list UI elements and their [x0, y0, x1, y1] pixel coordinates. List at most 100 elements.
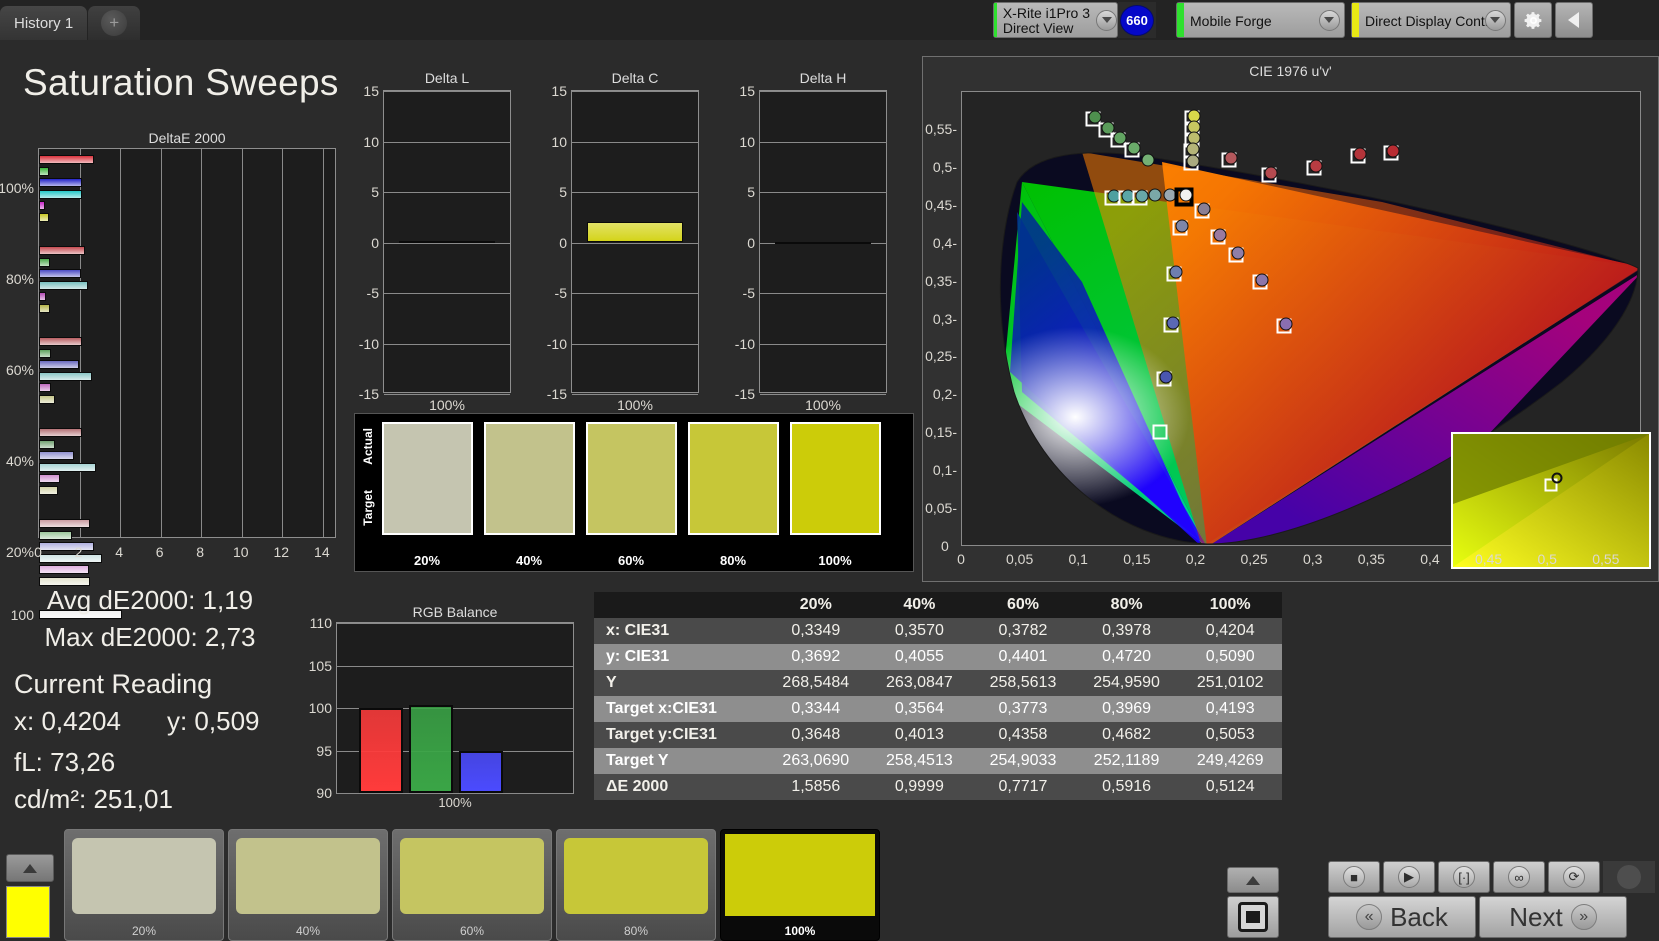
table-cell: 0,3349 [791, 622, 841, 639]
source-dropdown-arrow[interactable] [1314, 3, 1344, 37]
patch-label: 60% [459, 924, 485, 938]
table-cell: 254,9590 [1093, 674, 1160, 691]
source-status-stripe [1177, 3, 1184, 37]
display-control-selector[interactable]: Direct Display Control [1351, 2, 1511, 38]
rgb-bar-g [409, 705, 453, 793]
delta-y-tick: 0 [559, 234, 567, 251]
delta-bar [587, 222, 683, 243]
rgb-gridline [337, 793, 573, 794]
deltae-bar [39, 519, 90, 528]
patch-button[interactable]: 60% [392, 829, 552, 941]
rgb-balance-x-label: 100% [438, 795, 472, 810]
deltae-y-tick: 80% [5, 271, 34, 288]
table-row[interactable]: y: CIE31 0,3692 0,4055 0,4401 0,4720 0,5090 [594, 644, 1282, 670]
table-row[interactable]: Y 268,5484 263,0847 258,5613 254,9590 251,010… [594, 670, 1282, 696]
rgb-gridline [337, 708, 573, 709]
swatch-label: 20% [413, 553, 441, 568]
cie-y-tick: 0,5- [932, 158, 957, 175]
delta-gridline [384, 91, 510, 92]
delta-h-title: Delta H [799, 70, 847, 86]
deltae-x-tick: 8 [196, 544, 205, 560]
deltae-bar [39, 178, 82, 187]
control-scroll-up-button[interactable] [1227, 867, 1279, 893]
settings-button[interactable] [1514, 2, 1552, 38]
chevron-down-icon[interactable] [1318, 9, 1340, 31]
patch-button[interactable]: 80% [556, 829, 716, 941]
current-xy-row: x: 0,4204 y: 0,509 [14, 706, 300, 737]
page-title: Saturation Sweeps [23, 62, 339, 103]
rgb-balance-chart[interactable]: 110 105 100 95 90 [309, 615, 574, 801]
deltae-2000-chart[interactable]: 100% 80% 60% 40% 20% 100 [0, 148, 336, 623]
collapse-panel-button[interactable] [1555, 2, 1593, 38]
stop-button[interactable]: ■ [1328, 861, 1380, 893]
swatch-label: 100% [818, 553, 852, 568]
cie-measured-point [1224, 151, 1238, 165]
delta-gridline [572, 242, 698, 244]
meter-status-stripe [994, 3, 997, 37]
current-x: x: 0,4204 [14, 706, 121, 736]
continuous-button[interactable]: ∞ [1493, 861, 1545, 893]
table-row[interactable]: Target x:CIE31 0,3344 0,3564 0,3773 0,3969 0,… [594, 696, 1282, 722]
cie-y-tick: 0,35- [925, 272, 957, 289]
measurement-table[interactable]: 20% 40% 60% 80% 100% x: CIE31 0,3349 0,3570 0,3… [594, 592, 1282, 800]
delta-l-x-label: 100% [429, 397, 465, 413]
patch-button[interactable]: 100% [720, 829, 880, 941]
rgb-balance-title-wrap: RGB Balance [336, 604, 574, 620]
stop-measurement-button[interactable] [1227, 896, 1279, 938]
meter-dropdown-arrow[interactable] [1096, 3, 1117, 37]
table-cell: 1,5856 [791, 778, 841, 795]
deltae-bar [39, 451, 74, 460]
add-tab-icon[interactable]: + [101, 10, 128, 36]
delta-y-tick: -5 [554, 285, 567, 301]
cie-1976-chromaticity-plot[interactable] [961, 91, 1641, 546]
table-cell: 0,5916 [1102, 778, 1152, 795]
table-row[interactable]: Target Y 263,0690 258,4513 254,9033 252,1189… [594, 748, 1282, 774]
source-selector-group: Mobile Forge [1176, 2, 1345, 38]
deltae-bar [39, 439, 55, 449]
meter-badge[interactable]: 660 [1120, 4, 1154, 36]
delta-l-plot[interactable]: 15 10 5 0 -5 -10 -15 [359, 83, 511, 402]
delta-y-tick: 15 [551, 83, 567, 99]
patch-label: 100% [784, 924, 816, 938]
deltae-bar [39, 292, 46, 301]
display-control-dropdown-arrow[interactable] [1480, 3, 1510, 37]
next-button[interactable]: Next » [1479, 896, 1627, 938]
meter-selector[interactable]: X-Rite i1Pro 3 Direct View [993, 2, 1118, 38]
add-tab-container[interactable]: + [88, 6, 141, 40]
patch-button[interactable]: 40% [228, 829, 388, 941]
chevron-down-icon[interactable] [1096, 9, 1117, 31]
range-button[interactable]: [·] [1438, 861, 1490, 893]
table-cell: 254,9033 [989, 752, 1057, 769]
delta-h-plot[interactable]: 15 10 5 0 -5 -10 -15 [735, 83, 887, 402]
table-row[interactable]: Target y:CIE31 0,3648 0,4013 0,4358 0,4682 0,… [594, 722, 1282, 748]
table-row[interactable]: x: CIE31 0,3349 0,3570 0,3782 0,3978 0,4204 [594, 618, 1282, 644]
source-selector[interactable]: Mobile Forge [1176, 2, 1345, 38]
table-cell: 0,4204 [1205, 622, 1255, 639]
meter-selector-group: X-Rite i1Pro 3 Direct View 660 [993, 2, 1156, 38]
patch-button[interactable]: 20% [64, 829, 224, 941]
table-row[interactable]: ΔE 2000 1,5856 0,9999 0,7717 0,5916 0,5124 [594, 774, 1282, 800]
refresh-button[interactable]: ⟳ [1548, 861, 1600, 893]
current-y: y: 0,509 [166, 706, 260, 736]
deltae-x-axis: 0 2 4 6 8 10 12 14 [34, 542, 336, 562]
extra-control-button[interactable] [1603, 861, 1655, 893]
delta-c-plot[interactable]: 15 10 5 0 -5 -10 -15 [547, 83, 699, 402]
delta-l-chart-wrap: Delta L 15 10 5 0 -5 -10 -15 100% [359, 70, 511, 413]
chevron-down-icon[interactable] [1484, 9, 1506, 31]
rgb-y-tick: 100 [308, 700, 332, 716]
table-cell: 0,4193 [1205, 700, 1255, 717]
play-button[interactable]: ▶ [1383, 861, 1435, 893]
delta-y-tick: -5 [742, 285, 755, 301]
refresh-icon: ⟳ [1563, 866, 1585, 888]
patch-scroll-up-button[interactable] [6, 854, 54, 882]
cie-inset-gradient [1453, 434, 1649, 567]
table-column-header: 80% [1074, 592, 1179, 618]
deltae-bar [39, 166, 50, 176]
table-row-label: y: CIE31 [606, 648, 670, 665]
tab-history-1[interactable]: History 1 [0, 6, 88, 40]
back-button[interactable]: « Back [1328, 896, 1476, 938]
delta-gridline [384, 293, 510, 294]
current-patch-swatch[interactable] [6, 886, 50, 938]
cie-zoom-inset[interactable] [1451, 432, 1651, 569]
deltae-bar [39, 201, 46, 210]
